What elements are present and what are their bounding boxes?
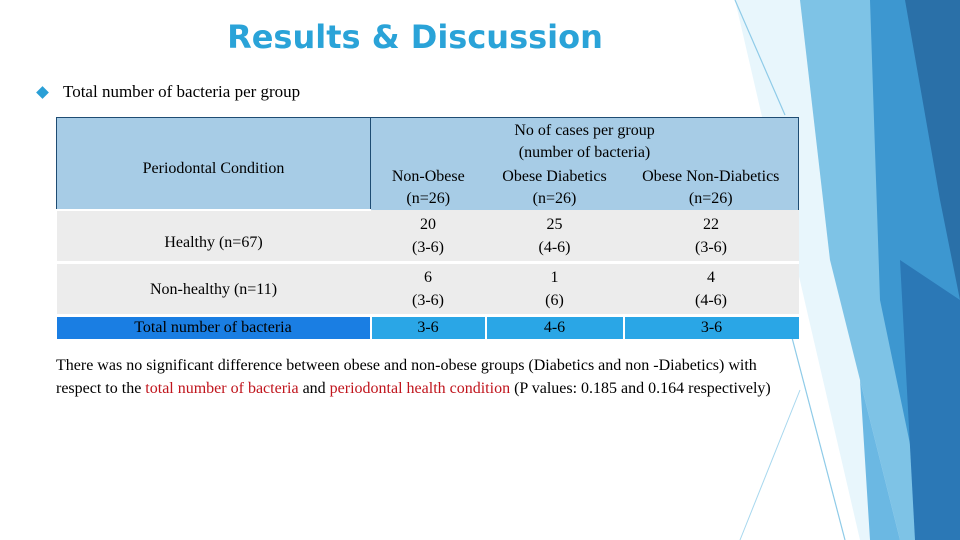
- header-group-title: No of cases per group (number of bacteri…: [369, 117, 800, 166]
- row-label-text: Non-healthy (n=11): [149, 281, 278, 298]
- deco-line-2: [789, 329, 846, 540]
- col-n: (n=26): [688, 190, 733, 207]
- note-highlight-total-bacteria: total number of bacteria: [145, 380, 299, 397]
- total-label: Total number of bacteria: [56, 315, 371, 339]
- cell-value: 6: [424, 269, 432, 286]
- note-text: There was no significant difference betw…: [56, 357, 757, 397]
- deco-line-3: [739, 389, 801, 540]
- header-col-non-obese: Non-Obese (n=26): [370, 166, 486, 210]
- header-col-obese-diabetics: Obese Diabetics (n=26): [485, 166, 624, 210]
- row-label-non-healthy: Non-healthy (n=11): [56, 262, 371, 317]
- table-cell: 20 (3-6): [370, 210, 486, 264]
- col-n: (n=26): [406, 190, 451, 207]
- header-col-obese-non-diabetics: Obese Non-Diabetics (n=26): [623, 166, 800, 210]
- note-highlight-periodontal: periodontal health condition: [329, 380, 511, 397]
- bullet-item: Total number of bacteria per group: [36, 82, 300, 102]
- slide-title: Results & Discussion: [227, 18, 603, 56]
- cell-value: 25: [546, 215, 563, 233]
- header-group-line1: No of cases per group: [514, 122, 655, 139]
- table-row: Healthy (n=67) 20 (3-6) 25 (4-6) 22 (3-6…: [56, 210, 799, 264]
- diamond-bullet-icon: [36, 85, 49, 99]
- col-name: Non-Obese: [391, 168, 465, 185]
- table-cell: 6 (3-6): [370, 262, 486, 317]
- col-name: Obese Diabetics: [502, 168, 607, 185]
- cell-range: (4-6): [695, 292, 727, 309]
- cell-value: 4: [707, 269, 716, 286]
- deco-facet-deep: [900, 260, 960, 540]
- cell-value: 1: [550, 269, 559, 286]
- note-text: (P values: 0.185 and 0.164 respectively): [510, 380, 771, 397]
- header-condition-text: Periodontal Condition: [142, 159, 285, 177]
- discussion-note: There was no significant difference betw…: [56, 354, 776, 400]
- cell-range: (3-6): [412, 292, 444, 309]
- cell-range: (3-6): [412, 238, 444, 256]
- bullet-text: Total number of bacteria per group: [63, 82, 301, 101]
- cell-value: 22: [703, 215, 720, 233]
- note-text: and: [298, 380, 330, 397]
- deco-facet-accent: [860, 380, 900, 540]
- cell-range: (6): [545, 292, 564, 309]
- total-value: 3-6: [369, 315, 486, 339]
- total-value: 4-6: [484, 315, 624, 339]
- table-cell: 22 (3-6): [623, 210, 799, 264]
- col-n: (n=26): [532, 190, 577, 207]
- cell-value: 20: [420, 215, 436, 233]
- deco-facet-dark: [905, 0, 960, 300]
- results-table: Periodontal Condition No of cases per gr…: [56, 117, 800, 339]
- deco-line-1: [734, 0, 786, 116]
- table-row-total: Total number of bacteria 3-6 4-6 3-6: [56, 315, 799, 339]
- table-cell: 4 (4-6): [623, 262, 799, 317]
- header-periodontal-condition: Periodontal Condition: [56, 117, 371, 211]
- table-row: Non-healthy (n=11) 6 (3-6) 1 (6) 4 (4-6): [56, 262, 799, 317]
- cell-range: (4-6): [538, 238, 571, 256]
- col-name: Obese Non-Diabetics: [642, 168, 780, 185]
- row-label-healthy: Healthy (n=67): [56, 210, 371, 264]
- table-cell: 1 (6): [485, 262, 624, 317]
- header-group-line2: (number of bacteria): [518, 144, 651, 161]
- table-cell: 25 (4-6): [485, 210, 624, 264]
- cell-range: (3-6): [695, 238, 727, 256]
- total-value: 3-6: [622, 315, 799, 339]
- row-label-text: Healthy (n=67): [164, 234, 263, 251]
